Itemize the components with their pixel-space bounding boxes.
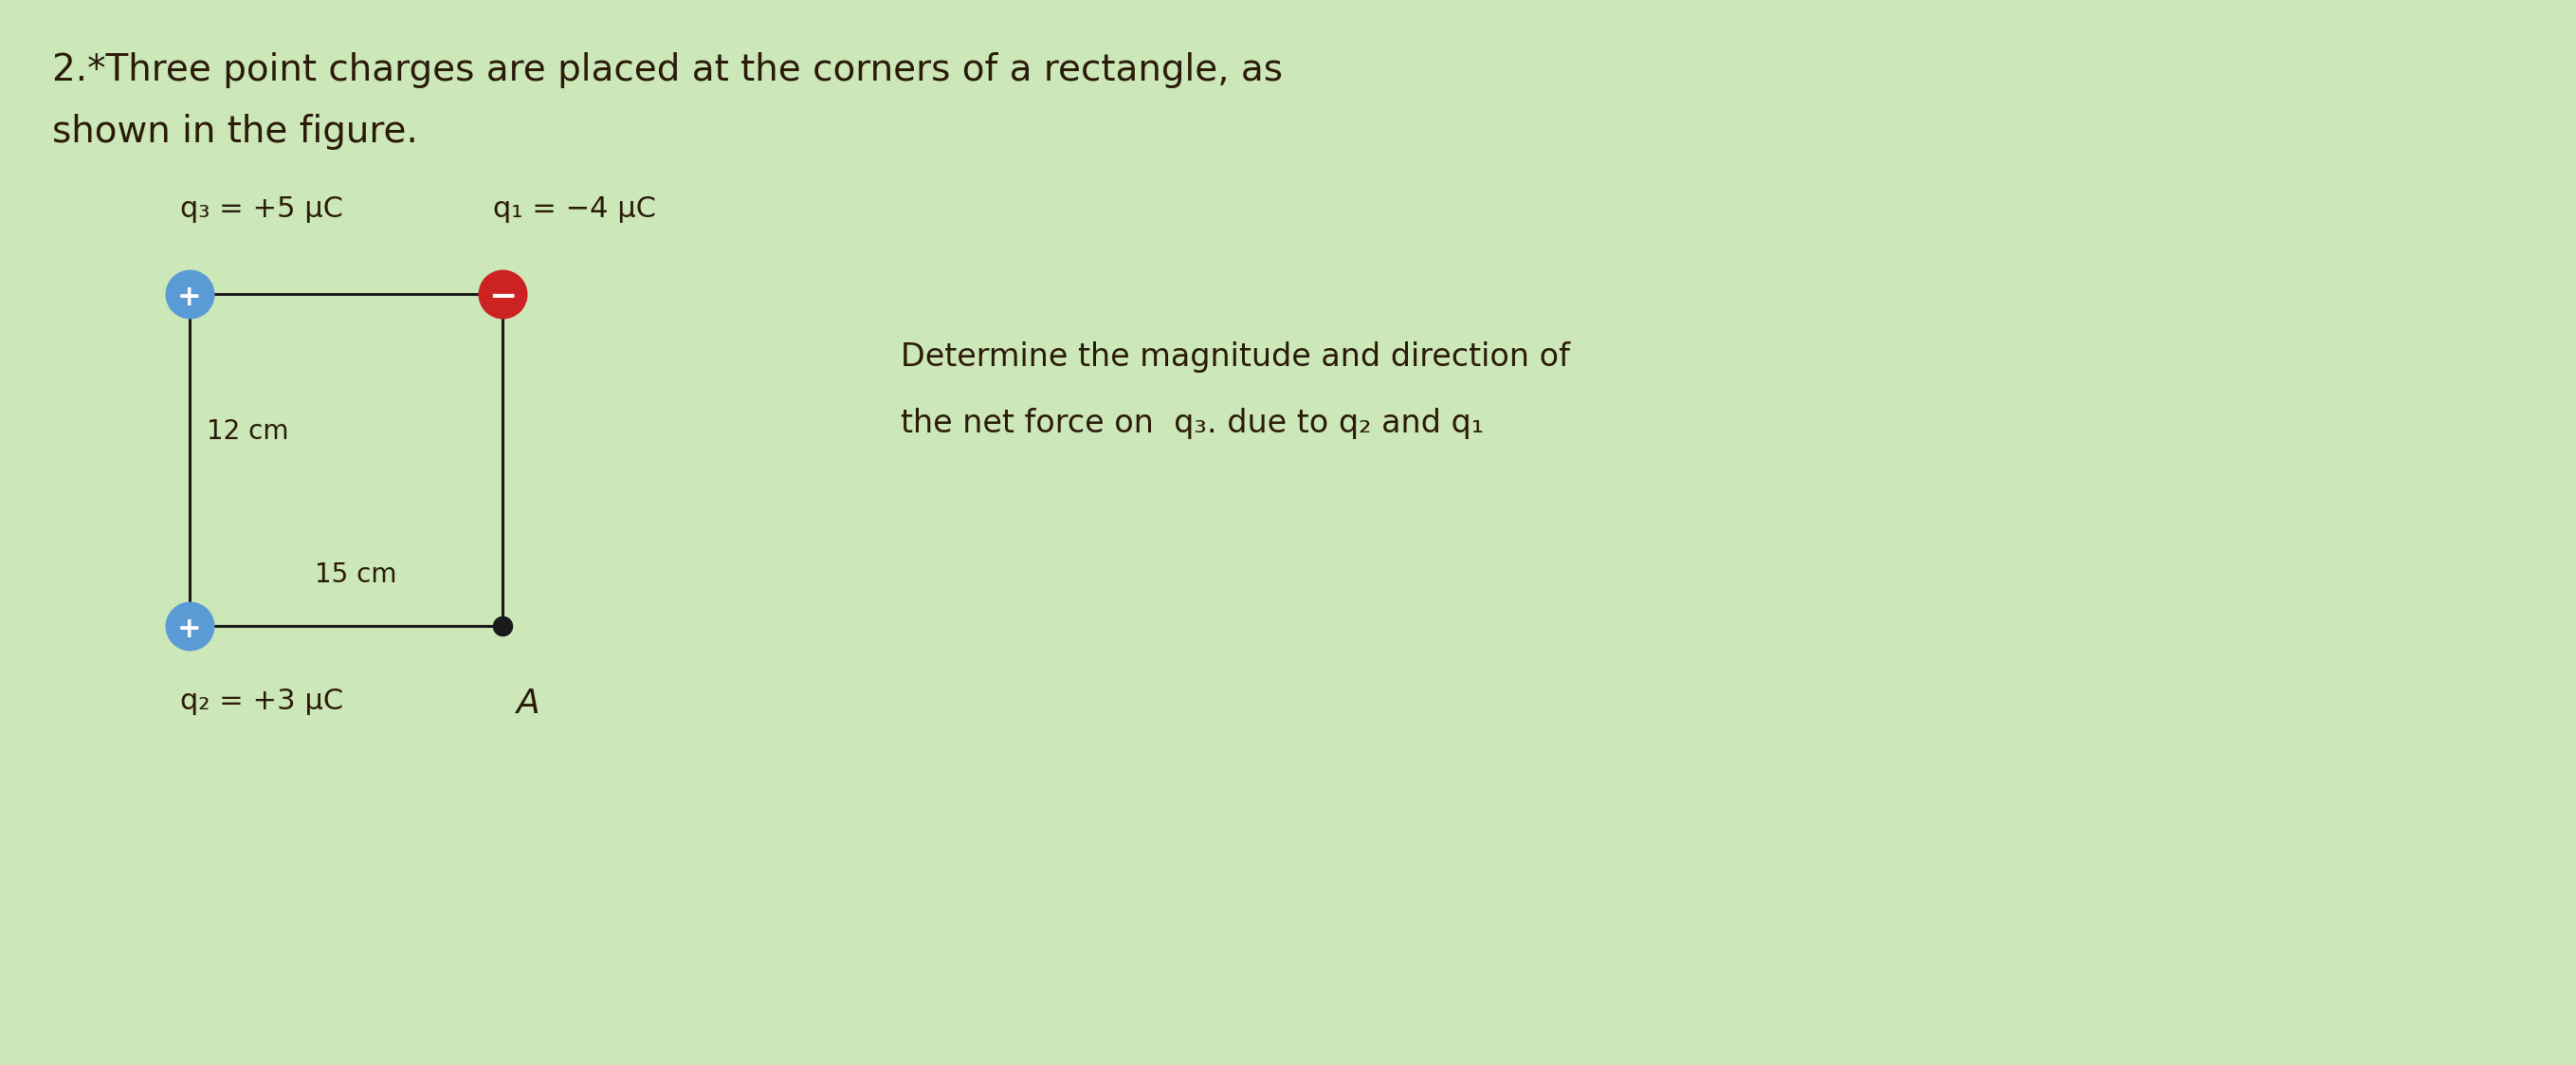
- Point: [170, 285, 211, 302]
- Text: 12 cm: 12 cm: [206, 419, 289, 445]
- Text: 2.*Three point charges are placed at the corners of a rectangle, as: 2.*Three point charges are placed at the…: [52, 52, 1283, 88]
- Text: +: +: [178, 615, 201, 642]
- Text: A: A: [518, 688, 541, 720]
- Point: [170, 618, 211, 635]
- Text: +: +: [178, 283, 201, 311]
- Point: [482, 285, 523, 302]
- Point: [482, 618, 523, 635]
- Text: q₂ = +3 μC: q₂ = +3 μC: [180, 688, 343, 715]
- Text: q₁ = −4 μC: q₁ = −4 μC: [492, 195, 657, 223]
- Text: Determine the magnitude and direction of: Determine the magnitude and direction of: [902, 342, 1569, 373]
- Text: shown in the figure.: shown in the figure.: [52, 114, 417, 150]
- Text: −: −: [489, 281, 518, 313]
- Text: q₃ = +5 μC: q₃ = +5 μC: [180, 195, 343, 223]
- Text: 15 cm: 15 cm: [314, 561, 397, 588]
- Text: the net force on  q₃. due to q₂ and q₁: the net force on q₃. due to q₂ and q₁: [902, 408, 1484, 439]
